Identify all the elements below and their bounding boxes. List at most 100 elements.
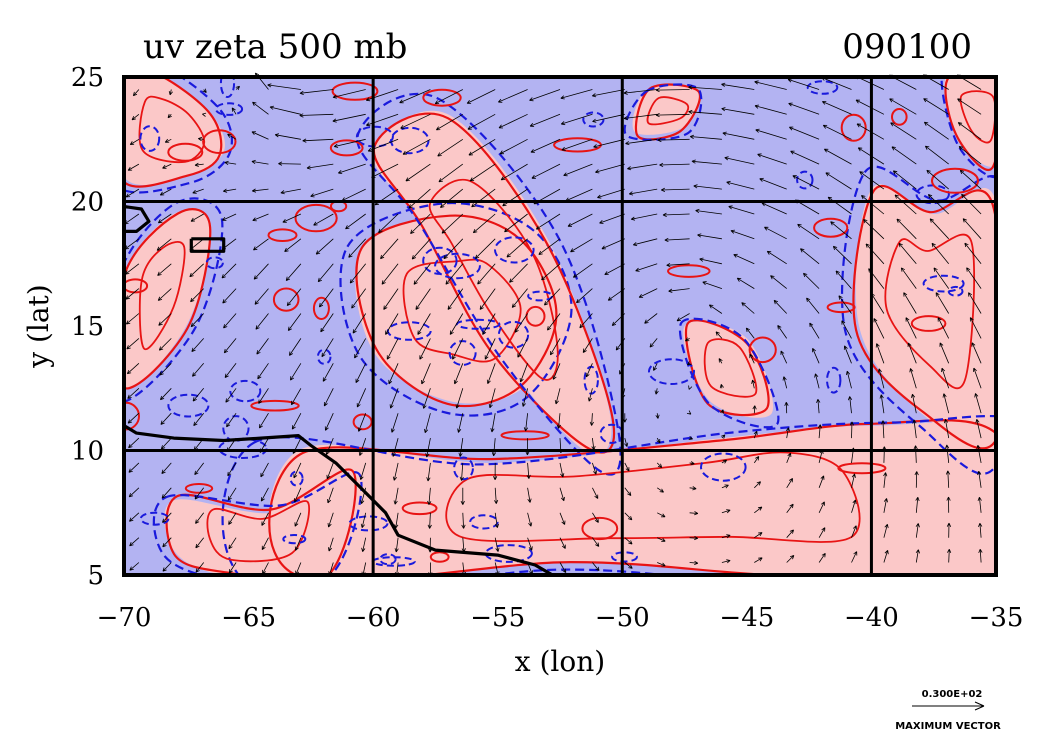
wind-vector [623,113,658,121]
wind-vector [668,288,690,293]
wind-vector [722,131,755,140]
wind-vector [915,523,920,538]
wind-vector [161,462,172,474]
wind-vector [333,138,366,148]
wind-vector [280,188,301,195]
wind-vector [662,212,690,217]
wind-vector [552,363,561,380]
x-tick-label: −65 [221,603,276,633]
wind-vector [849,421,855,439]
wind-vector [624,462,630,472]
wind-vector [402,138,431,155]
wind-vector [332,89,366,99]
wind-vector [161,487,172,499]
wind-vector [294,537,302,551]
wind-vector [457,413,464,433]
wind-vector [715,331,723,339]
wind-vector [224,160,237,166]
wind-vector [786,452,792,464]
wind-vector [754,481,761,489]
wind-vector [411,238,431,260]
wind-vector [550,338,561,356]
wind-vector [597,188,625,199]
wind-vector [649,338,658,348]
positive-contour-cell [525,305,546,327]
wind-vector [935,292,950,314]
wind-vector [693,184,722,190]
wind-vector [278,161,301,166]
wind-vector [125,188,140,198]
positive-contour-cell [429,551,450,563]
wind-vector [389,388,399,409]
wind-vector [559,487,565,502]
wind-vector [719,384,724,389]
wind-vector [459,462,464,481]
wind-vector [847,396,853,414]
wind-vector [252,213,269,222]
positive-contour-cell [837,462,887,475]
positive-contour-cell [331,81,379,101]
vector-legend: 0.300E+02 MAXIMUM VECTOR [895,689,1001,732]
wind-vector [294,487,302,503]
wind-vector [386,338,399,360]
wind-vector [126,363,140,375]
wind-vector [257,363,269,380]
wind-vector [482,313,496,335]
wind-vector [159,188,172,196]
wind-vector [947,549,952,563]
wind-vector [939,342,950,364]
wind-vector [924,145,949,165]
wind-vector [780,350,788,364]
wind-vector [168,89,173,96]
wind-vector [260,462,269,478]
positive-contour-cell [401,501,438,516]
wind-vector [269,105,301,115]
wind-vector [160,388,172,401]
wind-vector [452,338,464,360]
wind-vector [361,537,367,552]
wind-vector [332,113,366,123]
wind-vector [926,169,949,190]
wind-vector [654,388,659,395]
wind-vector [128,437,140,449]
wind-vector [838,295,852,314]
wind-vector [360,487,367,504]
wind-vector [624,537,633,545]
wind-vector [851,551,858,563]
wind-vector [655,112,690,118]
wind-vector [656,462,663,468]
wind-vector [417,313,431,335]
positive-contour-cell [891,108,908,126]
wind-vector [390,413,399,433]
wind-vector [157,213,172,224]
positive-region-eastern-region [855,184,996,452]
wind-vector [427,512,432,529]
wind-vector [689,511,699,516]
negative-contour-cell [947,285,964,297]
wind-vector [754,104,787,115]
negative-contour-cell [497,320,530,349]
wind-vector [786,503,794,514]
wind-vector [326,462,334,480]
negative-contour-cell [527,290,554,302]
negative-contour-cell [455,318,501,330]
wind-vector [789,126,820,140]
wind-vector [821,101,852,115]
wind-vector [129,138,140,145]
wind-vector [962,218,982,240]
wind-vector [664,237,690,242]
wind-vector [289,338,302,356]
wind-vector [969,317,982,339]
negative-contour-cell [494,236,535,264]
negative-contour-cell [214,102,244,116]
wind-vector [914,471,919,488]
negative-contour-cell [139,125,161,152]
wind-vector [851,525,857,538]
wind-vector [741,302,755,314]
wind-vector [976,444,982,463]
positive-contour-cell [184,483,214,494]
wind-vector [223,313,237,329]
wind-vector [160,412,172,425]
wind-vector [941,367,950,389]
